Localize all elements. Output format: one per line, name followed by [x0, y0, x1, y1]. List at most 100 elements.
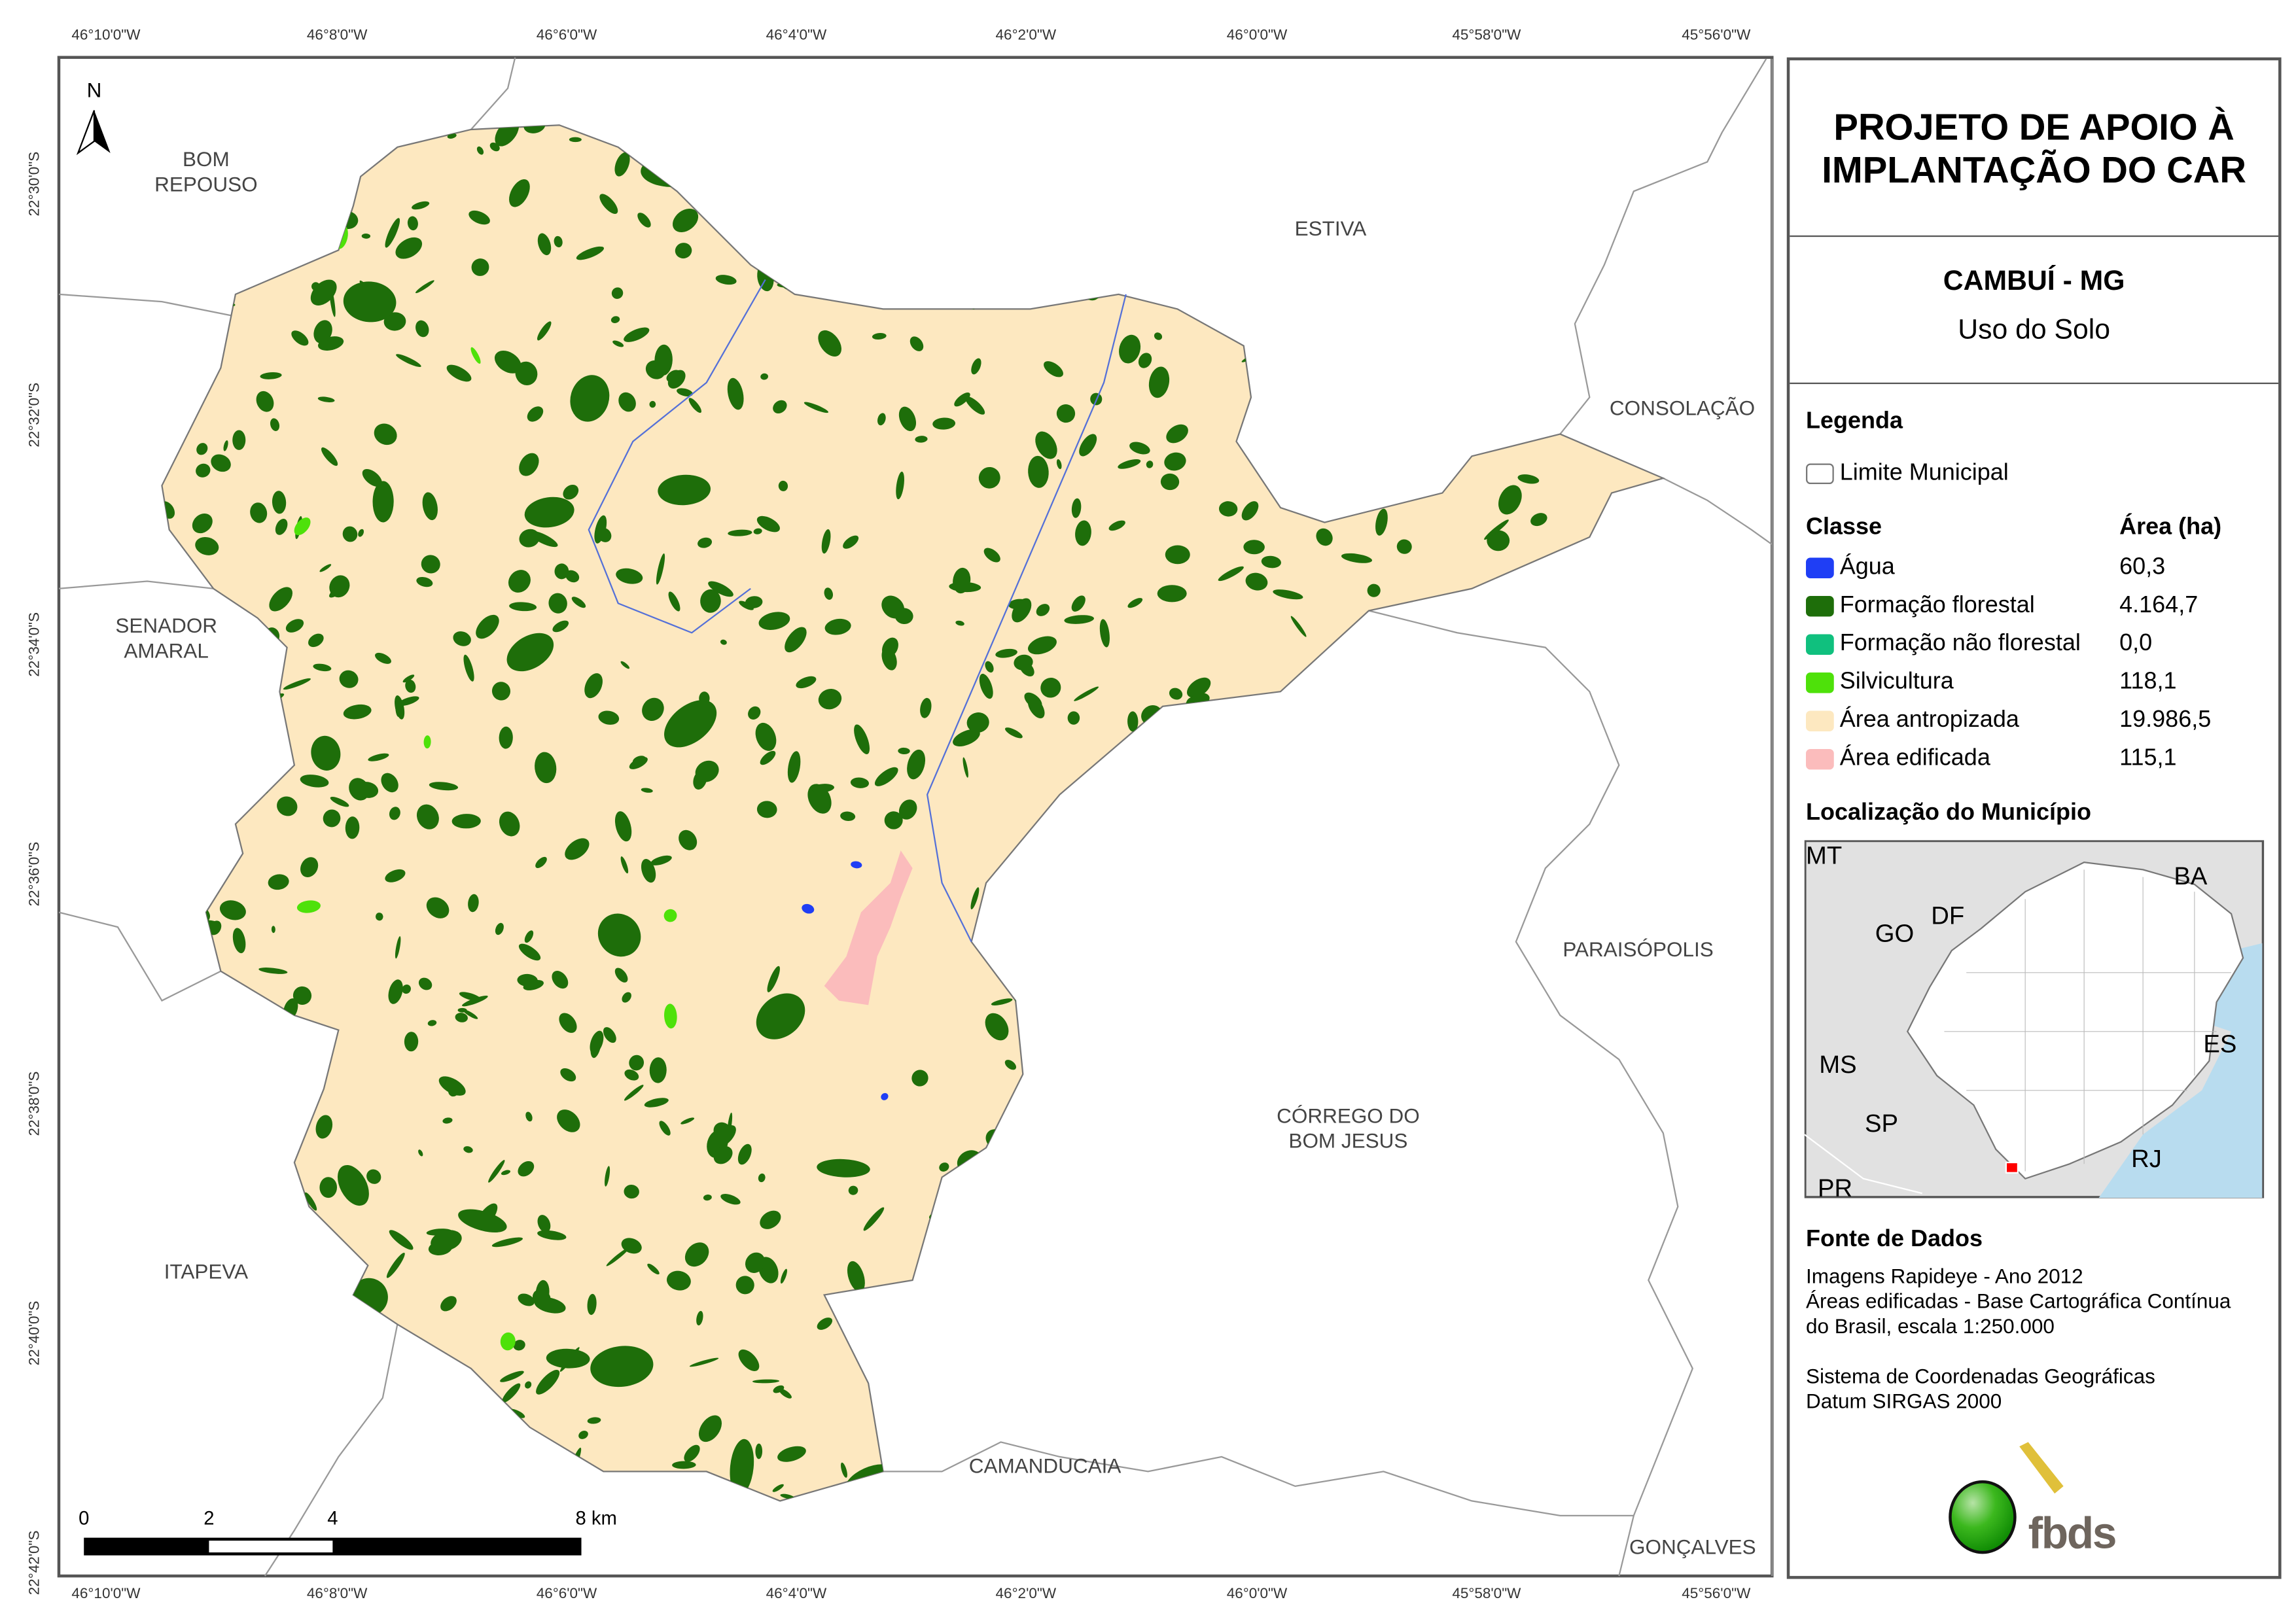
- land-use-patch: [898, 406, 917, 432]
- land-use-patch: [1035, 431, 1057, 459]
- land-use-patch: [610, 316, 620, 324]
- land-use-patch: [780, 1268, 788, 1284]
- land-use-patch: [603, 1027, 616, 1043]
- land-use-patch: [649, 400, 656, 408]
- land-use-patch: [1056, 404, 1076, 423]
- land-use-patch: [597, 913, 641, 957]
- land-use-patch: [965, 396, 985, 415]
- land-use-patch: [1108, 520, 1125, 531]
- land-use-patch: [356, 782, 379, 798]
- land-use-patch: [1164, 452, 1186, 471]
- land-use-patch: [565, 838, 590, 860]
- land-use-patch: [679, 829, 698, 850]
- land-use-patch: [780, 1493, 794, 1499]
- land-use-patch: [745, 1252, 766, 1273]
- land-use-patch: [915, 436, 928, 443]
- source-line: do Brasil, escala 1:250.000: [1806, 1314, 2055, 1338]
- land-use-patch: [554, 563, 569, 580]
- land-use-patch: [426, 897, 450, 918]
- land-use-patch: [612, 340, 624, 347]
- land-use-patch: [620, 661, 630, 669]
- land-use-patch: [727, 1112, 733, 1138]
- class-area: 60,3: [2119, 555, 2166, 580]
- land-use-patch: [1243, 540, 1265, 555]
- class-area: 115,1: [2119, 746, 2177, 771]
- land-use-patch: [1118, 459, 1141, 469]
- land-use-patch: [970, 887, 980, 910]
- land-use-patch: [779, 1388, 792, 1399]
- land-use-patch: [642, 697, 664, 722]
- land-use-patch: [995, 648, 1017, 658]
- latitude-label: 22°32'0"S: [27, 382, 44, 447]
- land-use-patch: [1375, 508, 1388, 536]
- land-use-patch: [529, 531, 558, 548]
- land-use-patch: [559, 1013, 577, 1033]
- land-use-patch: [614, 811, 632, 842]
- land-use-patch: [488, 1160, 505, 1183]
- land-use-patch: [688, 398, 702, 413]
- neighbor-label: GONÇALVES: [1629, 1535, 1756, 1559]
- land-use-patch: [672, 208, 699, 233]
- land-use-patch: [1079, 434, 1097, 457]
- land-use-patch: [666, 1270, 691, 1291]
- land-use-patch: [698, 1415, 722, 1442]
- subtitle-block: CAMBUÍ - MG Uso do Solo: [1790, 237, 2279, 385]
- land-use-patch: [624, 1085, 644, 1101]
- land-use-patch: [404, 1032, 419, 1052]
- land-use-patch: [624, 1185, 639, 1199]
- land-use-patch: [1290, 616, 1307, 637]
- land-use-patch: [854, 724, 870, 754]
- class-swatch: [1806, 710, 1834, 731]
- land-use-patch: [554, 236, 563, 248]
- land-use-patch: [695, 760, 719, 782]
- land-use-patch: [949, 582, 981, 593]
- land-use-patch: [489, 142, 500, 152]
- inset-label: ES: [2203, 1030, 2237, 1058]
- land-use-patch: [758, 612, 790, 630]
- land-use-patch: [824, 587, 834, 600]
- land-use-patch: [537, 321, 552, 341]
- land-use-patch: [811, 784, 834, 793]
- land-use-patch: [641, 788, 653, 793]
- land-use-patch: [381, 773, 398, 793]
- land-use-patch: [1067, 711, 1080, 725]
- land-use-patch: [518, 943, 541, 961]
- longitude-label: 46°2'0"W: [995, 1586, 1057, 1603]
- land-use-patch: [317, 396, 335, 402]
- land-use-patch: [787, 751, 801, 783]
- title-line: PROJETO DE APOIO À: [1833, 107, 2234, 149]
- land-use-patch: [509, 179, 530, 207]
- class-area: 0,0: [2119, 631, 2153, 657]
- land-use-patch: [1498, 485, 1522, 515]
- latitude-label: 22°36'0"S: [27, 841, 44, 907]
- river: [926, 294, 1127, 943]
- land-use-patch: [491, 682, 511, 701]
- land-use-patch: [416, 576, 433, 587]
- land-use-patch: [1004, 727, 1023, 739]
- land-use-patch: [1517, 474, 1540, 484]
- land-use-patch: [966, 712, 989, 733]
- land-use-patch: [907, 749, 926, 780]
- land-use-patch: [979, 673, 993, 699]
- land-use-patch: [499, 811, 520, 837]
- location-inset-map: [1804, 840, 2265, 1198]
- land-use-patch: [905, 805, 911, 812]
- land-use-patch: [468, 210, 490, 225]
- land-use-patch: [881, 637, 898, 658]
- land-use-patch: [713, 1146, 733, 1164]
- municipality-marker: [2005, 1161, 2019, 1174]
- land-use-patch: [1024, 692, 1042, 709]
- land-use-patch: [620, 856, 629, 874]
- land-use-patch: [616, 568, 643, 584]
- land-use-patch: [773, 400, 787, 413]
- longitude-label: 46°10'0"W: [71, 1586, 141, 1603]
- land-use-patch: [1129, 442, 1150, 455]
- land-use-patch: [1261, 555, 1281, 568]
- land-use-patch: [374, 423, 397, 445]
- land-use-patch: [1186, 677, 1211, 698]
- land-use-patch: [368, 753, 389, 761]
- land-use-patch: [319, 564, 332, 572]
- land-use-patch: [513, 1340, 525, 1351]
- location-heading: Localização do Município: [1806, 800, 2091, 826]
